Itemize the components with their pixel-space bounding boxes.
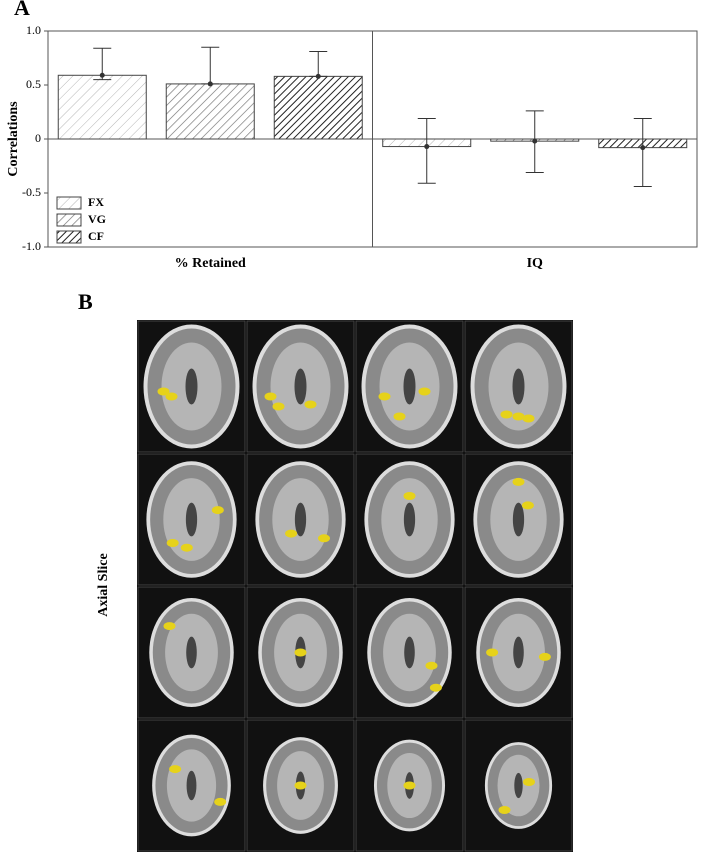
activation [378,392,391,401]
ventricle [186,636,197,669]
activation [425,661,438,670]
activation [272,402,285,411]
activation [403,492,416,500]
panel-label: A [14,0,30,20]
activation [486,648,499,657]
y-tick-label: 0.5 [26,77,41,91]
panel-label: B [78,289,93,314]
activation [512,477,525,486]
legend-swatch [56,230,82,244]
activation [163,622,176,631]
activation [211,506,224,515]
ventricle [404,636,415,669]
ventricle [403,502,416,537]
y-tick-label: 1.0 [26,23,41,37]
mean-dot [424,144,430,150]
legend-label: CF [88,229,104,243]
activation [538,652,551,661]
y-tick-label: 0 [35,131,41,145]
mean-dot [207,81,213,87]
activation [169,765,182,774]
activation [285,529,298,538]
ventricle [512,368,525,405]
activation [157,387,170,396]
activation [304,400,317,409]
mean-dot [640,145,646,151]
ventricle [512,502,525,537]
legend-label: FX [88,195,104,209]
legend-label: VG [88,212,106,226]
y-tick-label: -1.0 [22,239,41,253]
activation [264,392,277,401]
activation [418,387,431,396]
mean-dot [532,138,538,144]
activation [522,414,535,423]
bar [273,75,363,140]
activation [318,534,330,543]
activation [498,806,511,814]
activation [500,410,513,419]
y-axis-title: Correlations [6,101,21,177]
x-tick-label: % Retained [175,256,246,271]
mean-dot [99,72,105,78]
ventricle [185,368,198,405]
activation [523,778,535,786]
legend-swatch [56,213,82,227]
ventricle [185,502,198,537]
mean-dot [315,73,321,79]
activation [214,797,227,806]
brain-grid [137,320,573,852]
activation [429,683,442,692]
ventricle [513,636,524,669]
legend-swatch [56,196,82,210]
activation [165,392,178,401]
activation [512,412,525,421]
x-tick-label: IQ [527,256,543,271]
ventricle [186,770,197,801]
activation [393,412,406,421]
brain-axis-title: Axial Slice [96,553,111,616]
ventricle [294,502,307,537]
ventricle [294,368,307,405]
activation [294,648,307,657]
activation [294,781,307,790]
activation [521,501,534,510]
bar [57,74,147,140]
ventricle [403,368,416,405]
bar [165,83,255,140]
y-tick-label: -0.5 [22,185,41,199]
activation [166,539,179,547]
ventricle [514,772,523,799]
activation [180,543,193,552]
activation [403,781,416,790]
